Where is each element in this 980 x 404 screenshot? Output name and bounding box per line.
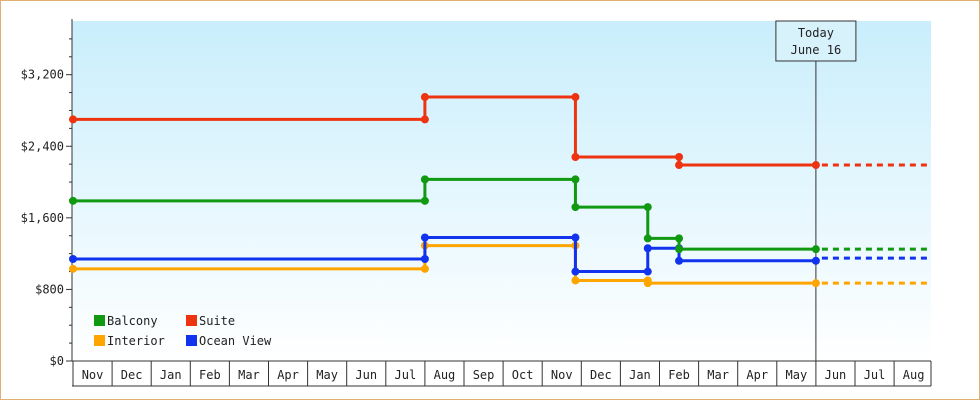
y-axis: $0 $800 $1,600 $2,400 $3,200 [21,19,73,368]
legend-label: Balcony [107,314,158,328]
series-line-ocean-view [73,236,816,274]
x-tick-label: Feb [199,368,221,382]
y-tick-label: $3,200 [21,68,64,82]
data-point [420,233,429,242]
legend: Balcony Suite Interior Ocean View [94,314,272,348]
x-tick-label: May [786,368,808,382]
data-point [643,203,652,212]
x-tick-label: Aug [434,368,456,382]
data-point [420,196,429,205]
data-point [571,203,580,212]
legend-label: Ocean View [199,334,272,348]
y-tick-label: $1,600 [21,211,64,225]
x-tick-label: Mar [238,368,260,382]
legend-label: Interior [107,334,165,348]
data-point [675,256,684,265]
x-tick-label: Jun [825,368,847,382]
x-tick-label: Oct [512,368,534,382]
legend-swatch [186,335,197,346]
data-point [643,279,652,288]
x-tick-label: Apr [746,368,768,382]
today-label-line2: June 16 [791,43,842,57]
data-point [571,93,580,102]
series-suite [69,93,931,170]
x-tick-label: Sep [473,368,495,382]
x-tick-label: Dec [590,368,612,382]
today-label-line1: Today [798,26,834,40]
series-balcony [69,175,931,254]
x-tick-label: Dec [121,368,143,382]
x-tick-label: Jul [864,368,886,382]
series-ocean-view [69,233,931,276]
data-point [811,256,820,265]
data-point [675,234,684,243]
data-point [69,264,77,273]
data-point [69,255,77,263]
data-point [675,161,684,170]
x-axis: Nov Dec Jan Feb Mar Apr May Jun Jul Aug Sep Oct Nov D… [72,360,932,387]
data-point [571,175,580,184]
series-layer [69,93,931,288]
x-tick-label: May [316,368,338,382]
x-tick-label: Nov [82,368,104,382]
data-point [420,175,429,184]
legend-label: Suite [199,314,235,328]
x-tick-label: Jan [629,368,651,382]
series-line-balcony [73,177,816,251]
data-point [643,244,652,253]
data-point [643,267,652,276]
data-point [571,233,580,242]
data-point [571,276,580,285]
data-point [69,196,77,205]
today-marker: Today June 16 [775,20,857,361]
plot-area-background [72,21,931,361]
data-point [571,267,580,276]
data-point [811,279,820,288]
legend-swatch [94,335,105,346]
x-tick-label: Mar [707,368,729,382]
x-tick-label: Jun [355,368,377,382]
x-tick-label: Feb [668,368,690,382]
y-tick-label: $2,400 [21,139,64,153]
data-point [675,153,684,161]
x-tick-label: Apr [277,368,299,382]
today-label-box [775,20,857,62]
data-point [811,161,820,170]
x-tick-label: Jul [395,368,417,382]
x-tick-label: Nov [551,368,573,382]
data-point [69,115,77,124]
legend-swatch [94,315,105,326]
data-point [420,255,429,263]
y-tick-label: $0 [50,354,64,368]
x-tick-label: Jan [160,368,182,382]
data-point [420,115,429,124]
data-point [420,264,429,273]
data-point [571,153,580,161]
data-point [675,245,684,254]
x-tick-label: Aug [903,368,925,382]
data-point [643,234,652,243]
data-point [420,93,429,102]
data-point [811,245,820,254]
y-tick-label: $800 [35,282,64,296]
legend-swatch [186,315,197,326]
